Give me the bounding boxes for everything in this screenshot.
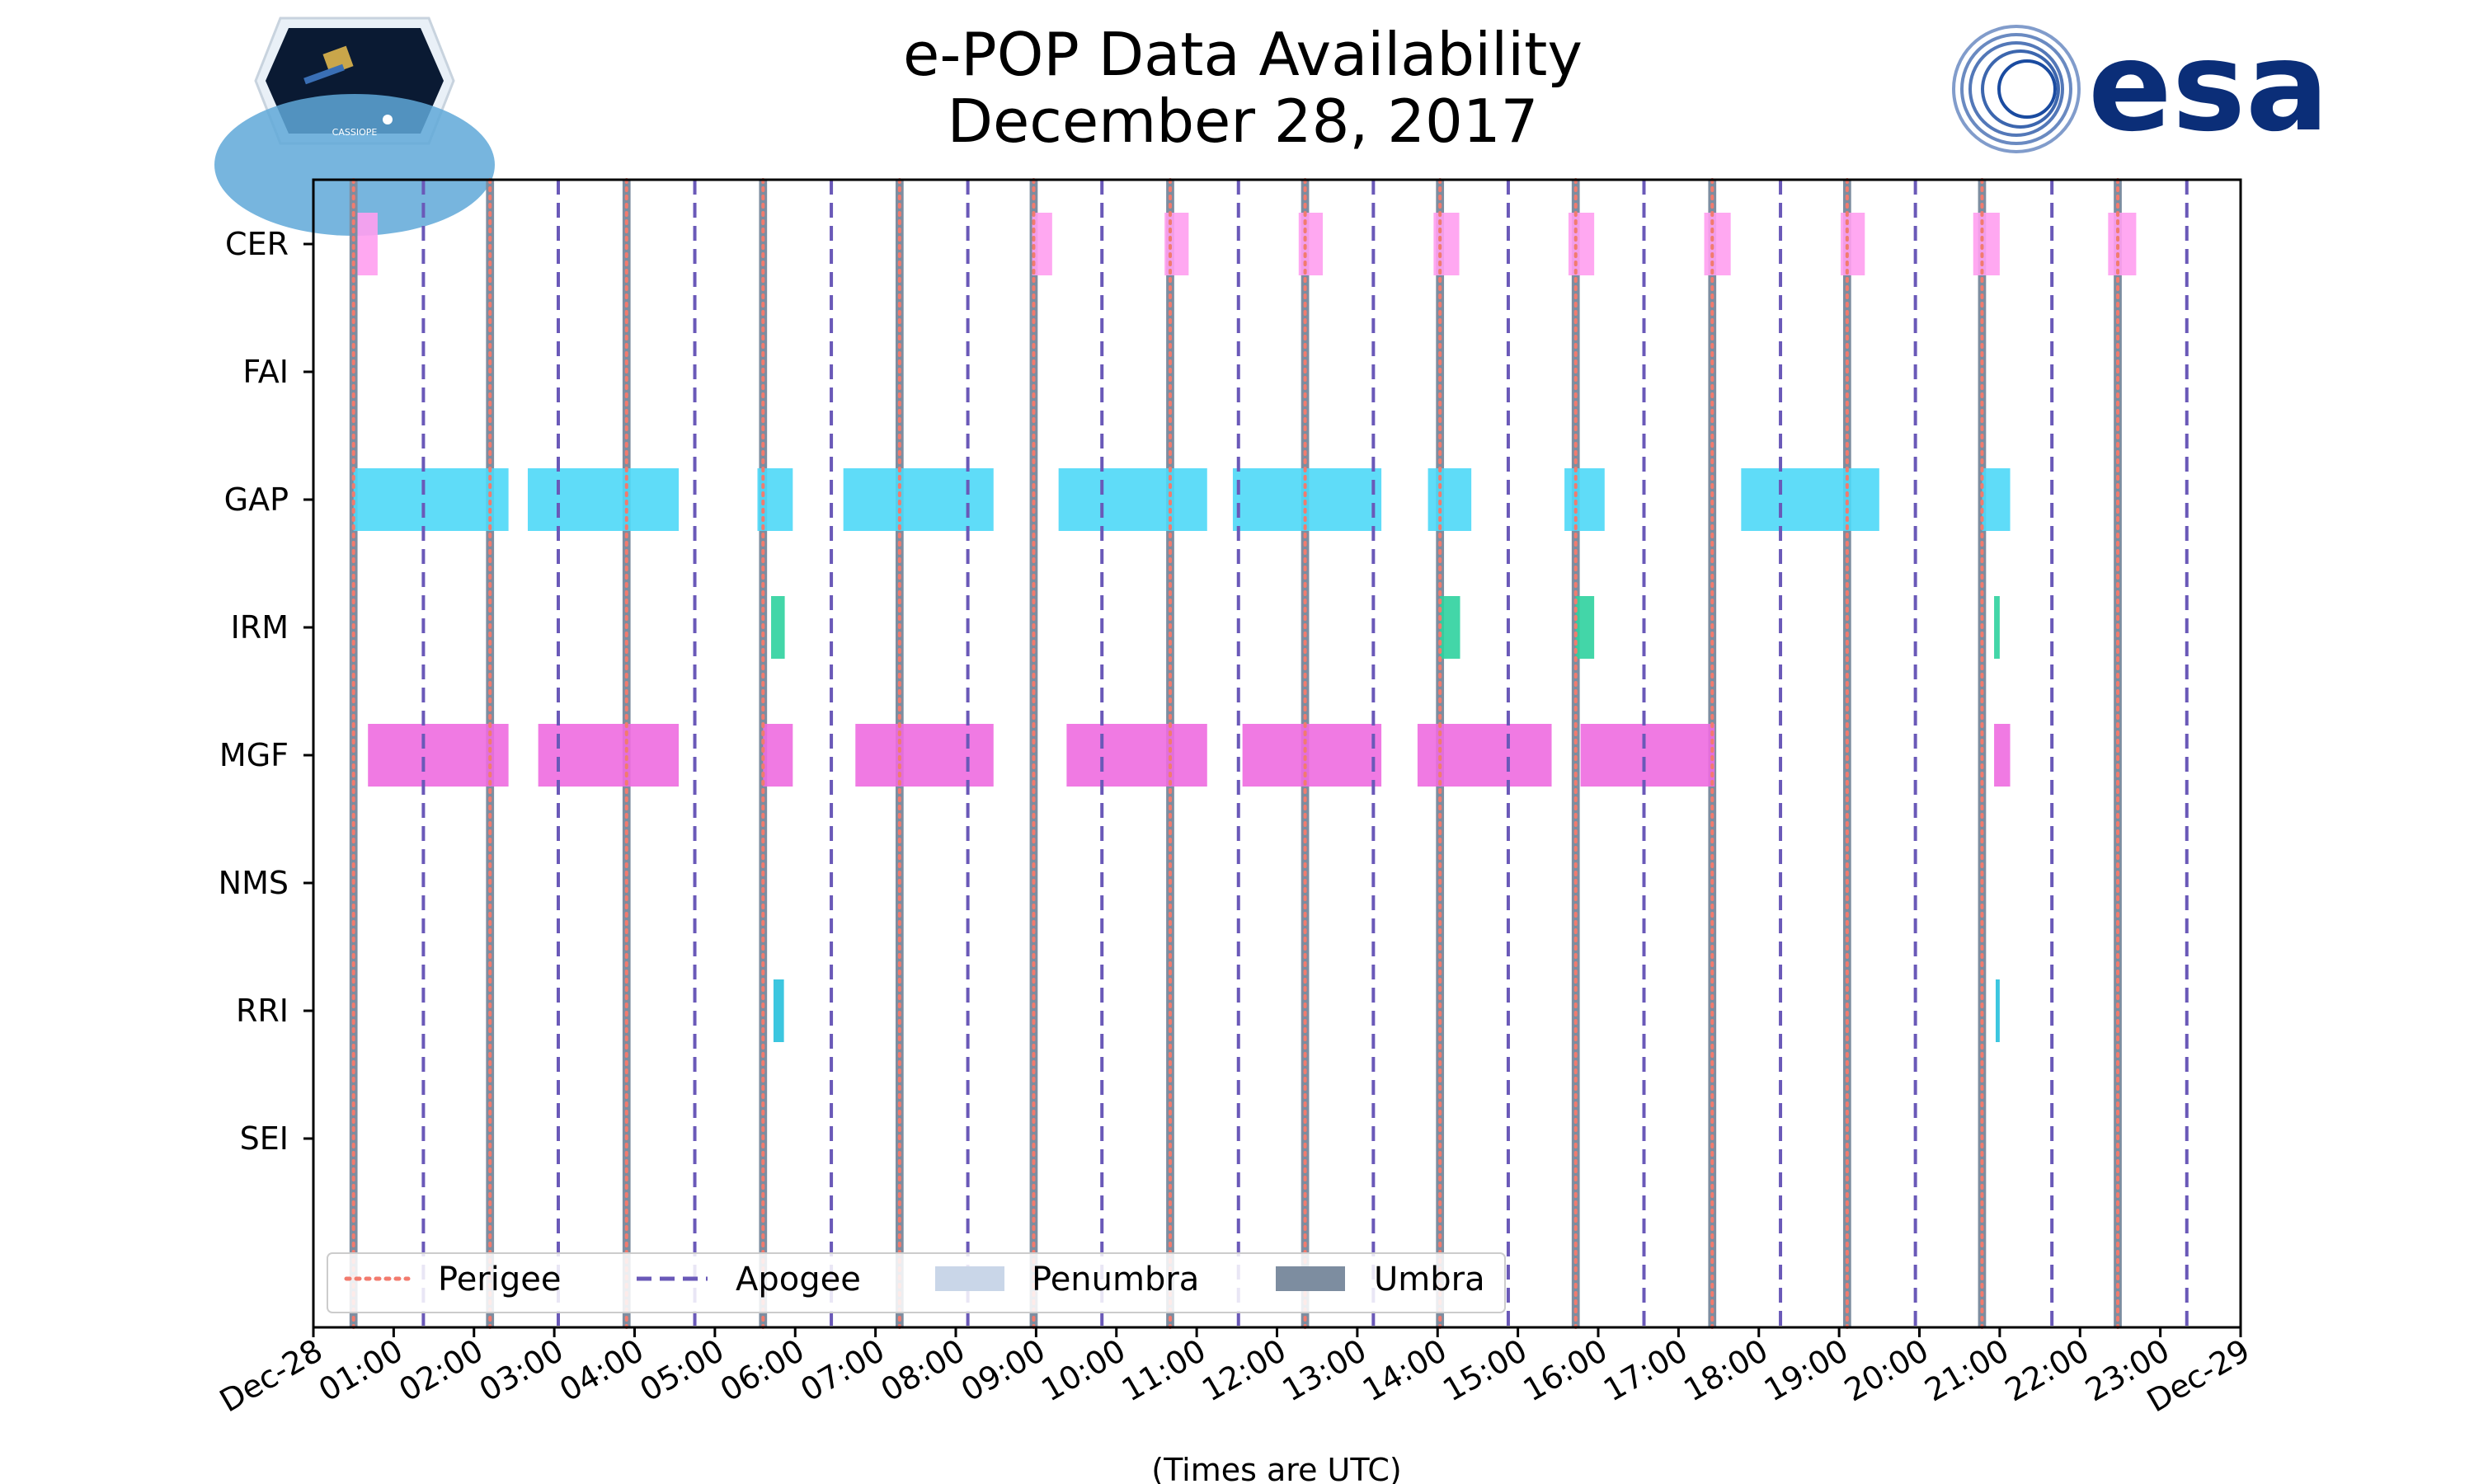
bar-mgf-6 — [1417, 724, 1552, 787]
umbra-band-11 — [1842, 180, 1851, 1327]
legend-box — [327, 1252, 1506, 1313]
x-tick-label-6: 06:00 — [714, 1332, 811, 1409]
legend-umbra-swatch — [1276, 1266, 1345, 1291]
bar-cer-8 — [1973, 213, 2000, 275]
x-tick-label-1: 01:00 — [313, 1332, 409, 1409]
x-tick-label-18: 18:00 — [1677, 1332, 1774, 1409]
x-axis-label: (Times are UTC) — [1151, 1452, 1401, 1484]
x-axis: Dec-2801:0002:0003:0004:0005:0006:0007:0… — [214, 1327, 2256, 1420]
legend-umbra-label: Umbra — [1374, 1261, 1485, 1298]
orbit-event-lines — [351, 178, 2189, 1329]
bar-mgf-2 — [763, 724, 793, 787]
x-tick-label-10: 10:00 — [1035, 1332, 1131, 1409]
bar-cer-3 — [1298, 213, 1324, 275]
bar-gap-6 — [1427, 468, 1472, 531]
umbra-band-13 — [2114, 180, 2122, 1327]
bar-rri-0 — [773, 979, 784, 1042]
x-tick-label-7: 07:00 — [794, 1332, 891, 1409]
x-tick-label-8: 08:00 — [875, 1332, 971, 1409]
y-tick-label-mgf: MGF — [219, 737, 289, 773]
bar-mgf-5 — [1242, 724, 1382, 787]
bar-cer-4 — [1433, 213, 1460, 275]
esa-swirl-mark — [1952, 25, 2081, 153]
umbra-band-9 — [1571, 180, 1580, 1327]
y-tick-label-sei: SEI — [240, 1120, 289, 1157]
x-tick-label-0: Dec-28 — [214, 1332, 328, 1420]
bar-irm-1 — [1440, 596, 1460, 659]
legend: Perigee Apogee Penumbra Umbra — [327, 1252, 1506, 1313]
cassiope-logo: CASSIOPE — [214, 16, 495, 236]
x-tick-label-16: 16:00 — [1517, 1332, 1614, 1409]
x-tick-label-14: 14:00 — [1357, 1332, 1453, 1409]
x-tick-label-2: 02:00 — [393, 1332, 489, 1409]
x-tick-label-13: 13:00 — [1277, 1332, 1373, 1409]
legend-penumbra-label: Penumbra — [1032, 1261, 1199, 1298]
bar-gap-7 — [1564, 468, 1605, 531]
legend-penumbra-swatch — [935, 1266, 1004, 1291]
chart-title-line-2: December 28, 2017 — [948, 87, 1539, 156]
bar-gap-9 — [1982, 468, 2011, 531]
bar-cer-5 — [1568, 213, 1595, 275]
bar-cer-2 — [1164, 213, 1189, 275]
bar-gap-5 — [1232, 468, 1382, 531]
x-tick-label-3: 03:00 — [473, 1332, 570, 1409]
bar-mgf-1 — [538, 724, 680, 787]
legend-apogee-label: Apogee — [736, 1261, 861, 1298]
umbra-band-0 — [349, 180, 358, 1327]
instrument-bars — [353, 213, 2137, 1042]
bar-mgf-7 — [1580, 724, 1715, 787]
chart-title-line-1: e-POP Data Availability — [903, 20, 1583, 89]
y-tick-label-nms: NMS — [219, 865, 289, 901]
bar-mgf-8 — [1994, 724, 2011, 787]
bar-cer-1 — [1032, 213, 1052, 275]
x-tick-label-15: 15:00 — [1437, 1332, 1533, 1409]
legend-perigee-label: Perigee — [438, 1261, 561, 1298]
bar-cer-9 — [2108, 213, 2137, 275]
bar-cer-6 — [1704, 213, 1731, 275]
x-tick-label-4: 04:00 — [553, 1332, 650, 1409]
cassiope-logo-text: CASSIOPE — [332, 127, 378, 138]
bar-irm-3 — [1994, 596, 2000, 659]
y-tick-label-gap: GAP — [224, 481, 289, 518]
x-tick-label-19: 19:00 — [1758, 1332, 1855, 1409]
bar-rri-1 — [1996, 979, 2000, 1042]
bar-mgf-3 — [855, 724, 994, 787]
x-tick-label-5: 05:00 — [634, 1332, 731, 1409]
bar-gap-4 — [1058, 468, 1207, 531]
x-tick-label-20: 20:00 — [1838, 1332, 1935, 1409]
bar-gap-3 — [843, 468, 994, 531]
bar-mgf-4 — [1066, 724, 1207, 787]
bar-gap-8 — [1741, 468, 1879, 531]
y-tick-label-cer: CER — [225, 226, 289, 262]
x-tick-label-9: 09:00 — [955, 1332, 1051, 1409]
umbra-band-5 — [1029, 180, 1038, 1327]
umbra-band-12 — [1978, 180, 1987, 1327]
x-tick-label-17: 17:00 — [1597, 1332, 1694, 1409]
bar-mgf-0 — [368, 724, 509, 787]
y-tick-label-fai: FAI — [242, 354, 289, 390]
bar-gap-0 — [353, 468, 509, 531]
x-tick-label-11: 11:00 — [1116, 1332, 1212, 1409]
x-tick-label-21: 21:00 — [1919, 1332, 2015, 1409]
y-axis: CER FAI GAP IRM MGF NMS RRI SEI — [219, 226, 313, 1157]
x-tick-label-22: 22:00 — [1999, 1332, 2095, 1409]
bar-irm-0 — [771, 596, 785, 659]
esa-logo: esa — [1952, 16, 2329, 159]
x-tick-label-12: 12:00 — [1196, 1332, 1292, 1409]
esa-logo-text: esa — [2088, 16, 2329, 159]
y-tick-label-rri: RRI — [236, 993, 289, 1029]
bar-cer-7 — [1841, 213, 1865, 275]
y-tick-label-irm: IRM — [231, 609, 289, 646]
bar-gap-1 — [527, 468, 680, 531]
bar-cer-0 — [357, 213, 378, 275]
bar-irm-2 — [1575, 596, 1595, 659]
